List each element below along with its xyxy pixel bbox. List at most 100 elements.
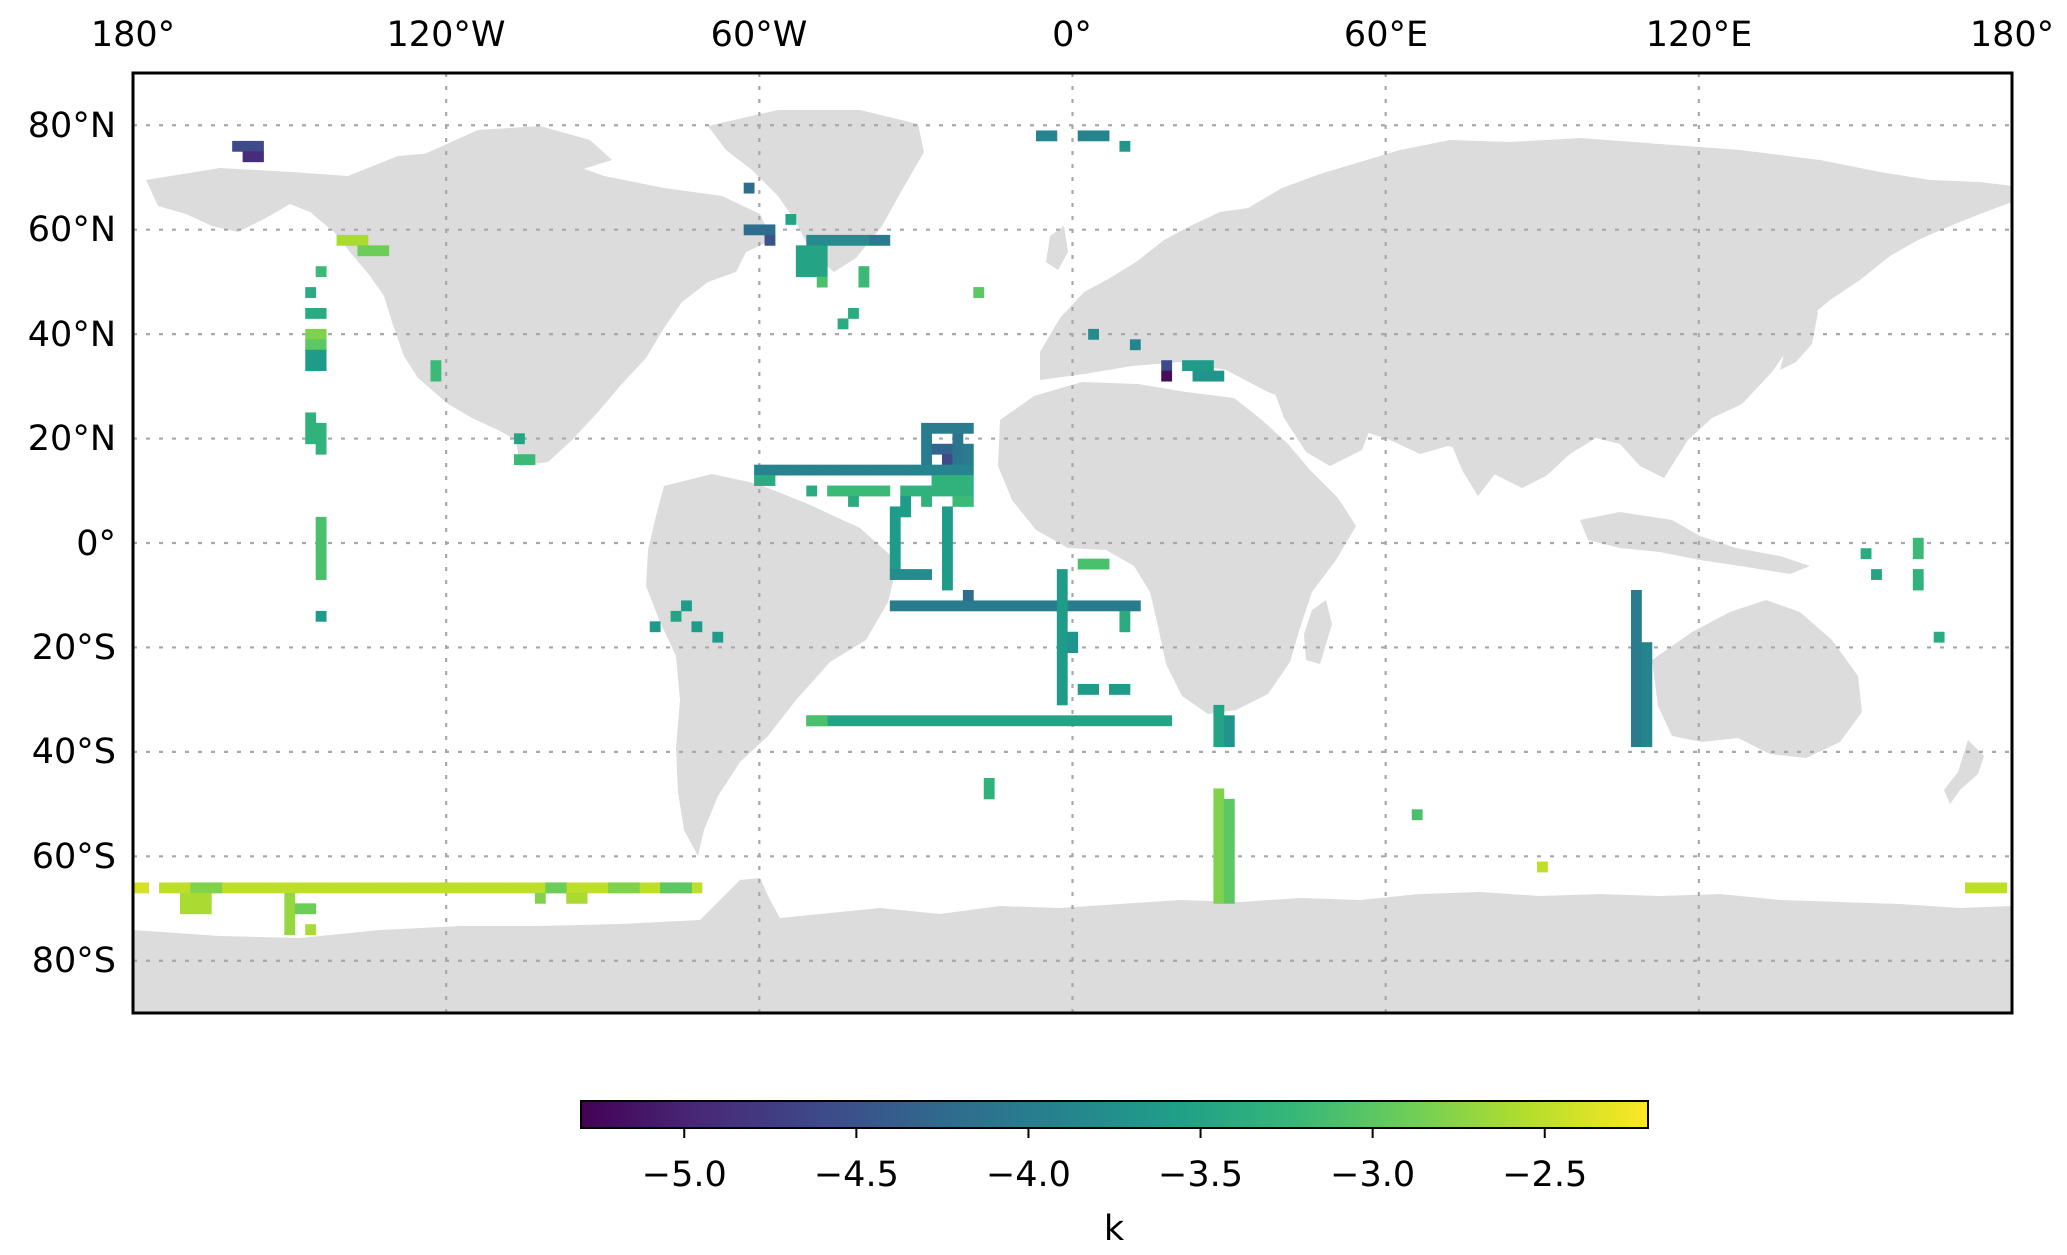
k-cell bbox=[942, 715, 953, 727]
k-cell bbox=[1056, 673, 1068, 685]
k-cell bbox=[315, 882, 327, 894]
colorbar-tick-label: −3.5 bbox=[1158, 1155, 1243, 1195]
k-cell bbox=[1046, 130, 1058, 142]
k-cell bbox=[962, 464, 974, 476]
k-cell bbox=[848, 308, 859, 319]
k-cell bbox=[555, 882, 567, 894]
k-cell bbox=[1213, 840, 1225, 852]
k-cell bbox=[1077, 684, 1089, 695]
k-cell bbox=[1098, 130, 1110, 142]
k-cell bbox=[1641, 684, 1653, 695]
k-cell bbox=[618, 882, 630, 894]
k-cell bbox=[357, 882, 369, 894]
k-cell bbox=[253, 882, 264, 894]
colorbar-ticks bbox=[683, 1128, 1546, 1138]
k-cell bbox=[1641, 736, 1653, 748]
k-cell bbox=[1077, 558, 1089, 570]
k-cell bbox=[440, 882, 452, 894]
k-cell bbox=[952, 454, 964, 466]
k-cell bbox=[910, 569, 922, 580]
k-cell bbox=[1129, 600, 1141, 612]
k-cell bbox=[670, 610, 682, 622]
k-cell bbox=[1077, 130, 1089, 142]
k-cell bbox=[1056, 579, 1068, 591]
k-cell bbox=[242, 882, 254, 894]
k-cell bbox=[545, 882, 557, 894]
k-cell bbox=[1202, 370, 1214, 382]
k-cell bbox=[858, 234, 870, 246]
k-cell bbox=[952, 443, 964, 455]
k-cell bbox=[1223, 798, 1235, 810]
k-cell bbox=[534, 882, 546, 894]
k-cell bbox=[962, 485, 974, 497]
k-cell bbox=[430, 882, 442, 894]
k-cell bbox=[962, 475, 974, 486]
k-cell bbox=[1067, 631, 1079, 643]
k-cell bbox=[1161, 715, 1173, 727]
k-cell bbox=[1109, 715, 1120, 727]
k-cell bbox=[921, 715, 932, 727]
k-cell bbox=[514, 454, 525, 466]
k-cell bbox=[1213, 715, 1225, 727]
k-cell bbox=[900, 506, 912, 518]
k-cell bbox=[816, 255, 828, 267]
k-cell bbox=[816, 276, 828, 288]
k-cell bbox=[1223, 736, 1235, 748]
k-cell bbox=[942, 506, 953, 518]
k-cell bbox=[221, 882, 233, 894]
k-cell bbox=[1223, 872, 1235, 883]
k-cell bbox=[942, 569, 953, 580]
k-cell bbox=[868, 485, 880, 497]
k-cell bbox=[1641, 663, 1653, 674]
k-cell bbox=[451, 882, 463, 894]
k-cell bbox=[837, 318, 849, 330]
k-cell bbox=[1223, 861, 1235, 873]
k-cell bbox=[1223, 819, 1235, 831]
k-cell bbox=[889, 516, 901, 528]
k-cell bbox=[764, 234, 776, 246]
k-cell bbox=[1088, 715, 1099, 727]
k-cell bbox=[566, 892, 578, 904]
k-cell bbox=[1088, 130, 1099, 142]
k-cell bbox=[1213, 872, 1225, 883]
k-cell bbox=[1630, 652, 1642, 664]
k-cell bbox=[1985, 882, 1997, 894]
k-cell bbox=[1223, 725, 1235, 737]
k-cell bbox=[1213, 819, 1225, 831]
k-cell bbox=[1975, 882, 1987, 894]
k-cell bbox=[827, 485, 839, 497]
k-cell bbox=[1056, 610, 1068, 622]
k-cell bbox=[1056, 621, 1068, 633]
k-cell bbox=[514, 882, 525, 894]
k-cell bbox=[931, 475, 943, 486]
k-cell bbox=[1223, 715, 1235, 727]
k-cell bbox=[1119, 600, 1131, 612]
k-cell bbox=[1223, 809, 1235, 821]
k-cell bbox=[315, 443, 327, 455]
k-cell bbox=[179, 882, 191, 894]
k-cell bbox=[795, 245, 807, 257]
k-cell bbox=[1996, 882, 2008, 894]
k-cell bbox=[305, 287, 317, 298]
y-tick-label: 80°N bbox=[28, 106, 116, 146]
k-cell bbox=[263, 882, 275, 894]
k-cell bbox=[921, 496, 932, 507]
k-cell bbox=[1035, 130, 1047, 142]
k-cell bbox=[576, 892, 588, 904]
k-cell bbox=[795, 255, 807, 267]
k-cell bbox=[1004, 600, 1016, 612]
k-cell bbox=[858, 464, 870, 476]
k-data-cells bbox=[133, 130, 2008, 936]
k-cell bbox=[889, 506, 901, 518]
k-cell bbox=[378, 882, 390, 894]
k-cell bbox=[336, 882, 348, 894]
k-cell bbox=[837, 715, 849, 727]
k-cell bbox=[1411, 809, 1423, 821]
k-cell bbox=[315, 422, 327, 434]
k-cell bbox=[743, 224, 755, 236]
k-cell bbox=[827, 715, 839, 727]
k-cell bbox=[868, 234, 880, 246]
k-cell bbox=[315, 308, 327, 319]
k-cell bbox=[409, 882, 421, 894]
k-cell bbox=[628, 882, 640, 894]
